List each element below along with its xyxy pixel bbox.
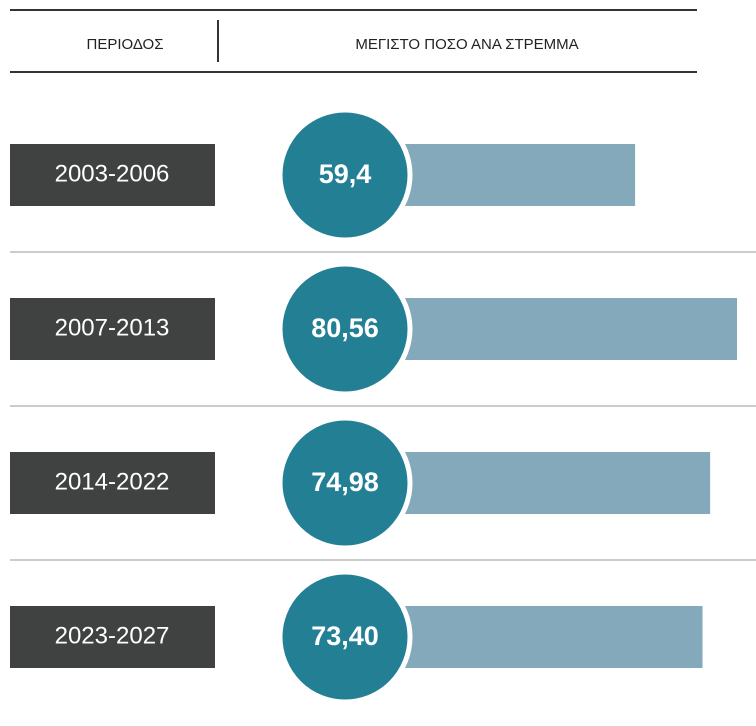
value-badge — [277, 569, 413, 705]
value-badge — [277, 415, 413, 551]
column-header: ΠΕΡΙΟΔΟΣ — [86, 36, 163, 53]
category-label: 2007-2013 — [55, 314, 170, 341]
value-badge — [277, 261, 413, 397]
value-label: 80,56 — [311, 313, 379, 343]
category-label: 2023-2027 — [55, 622, 170, 649]
category-label: 2003-2006 — [55, 160, 170, 187]
column-header: ΜΕΓΙΣΤΟ ΠΟΣΟ ΑΝΑ ΣΤΡΕΜΜΑ — [355, 36, 578, 53]
value-badge — [277, 107, 413, 243]
category-box — [10, 452, 215, 514]
category-box — [10, 606, 215, 668]
category-label: 2014-2022 — [55, 468, 170, 495]
bar — [349, 298, 737, 360]
value-label: 73,40 — [311, 621, 379, 651]
value-label: 74,98 — [311, 467, 379, 497]
category-box — [10, 298, 215, 360]
category-box — [10, 144, 215, 206]
value-label: 59,4 — [319, 159, 372, 189]
